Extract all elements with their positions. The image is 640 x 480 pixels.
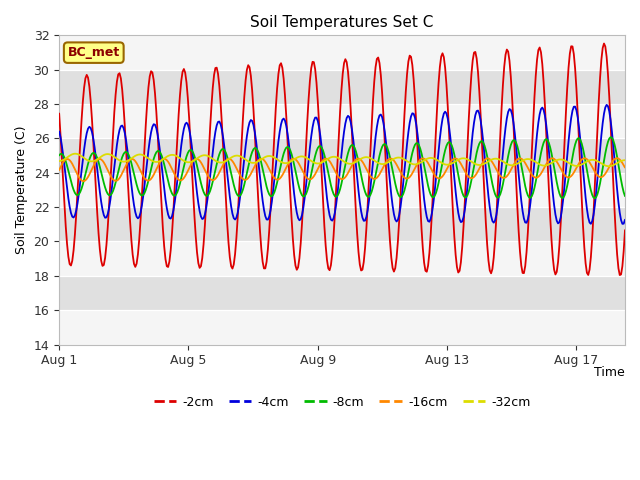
Title: Soil Temperatures Set C: Soil Temperatures Set C — [250, 15, 434, 30]
Bar — [59, 36, 625, 70]
Text: BC_met: BC_met — [68, 46, 120, 59]
Bar — [59, 241, 625, 276]
Bar — [59, 138, 625, 173]
Bar — [59, 276, 625, 310]
Bar — [59, 310, 625, 345]
Legend: -2cm, -4cm, -8cm, -16cm, -32cm: -2cm, -4cm, -8cm, -16cm, -32cm — [148, 391, 536, 414]
Bar — [59, 173, 625, 207]
Bar — [59, 207, 625, 241]
Bar — [59, 104, 625, 138]
Bar — [59, 70, 625, 104]
Text: Time: Time — [595, 366, 625, 379]
Y-axis label: Soil Temperature (C): Soil Temperature (C) — [15, 126, 28, 254]
